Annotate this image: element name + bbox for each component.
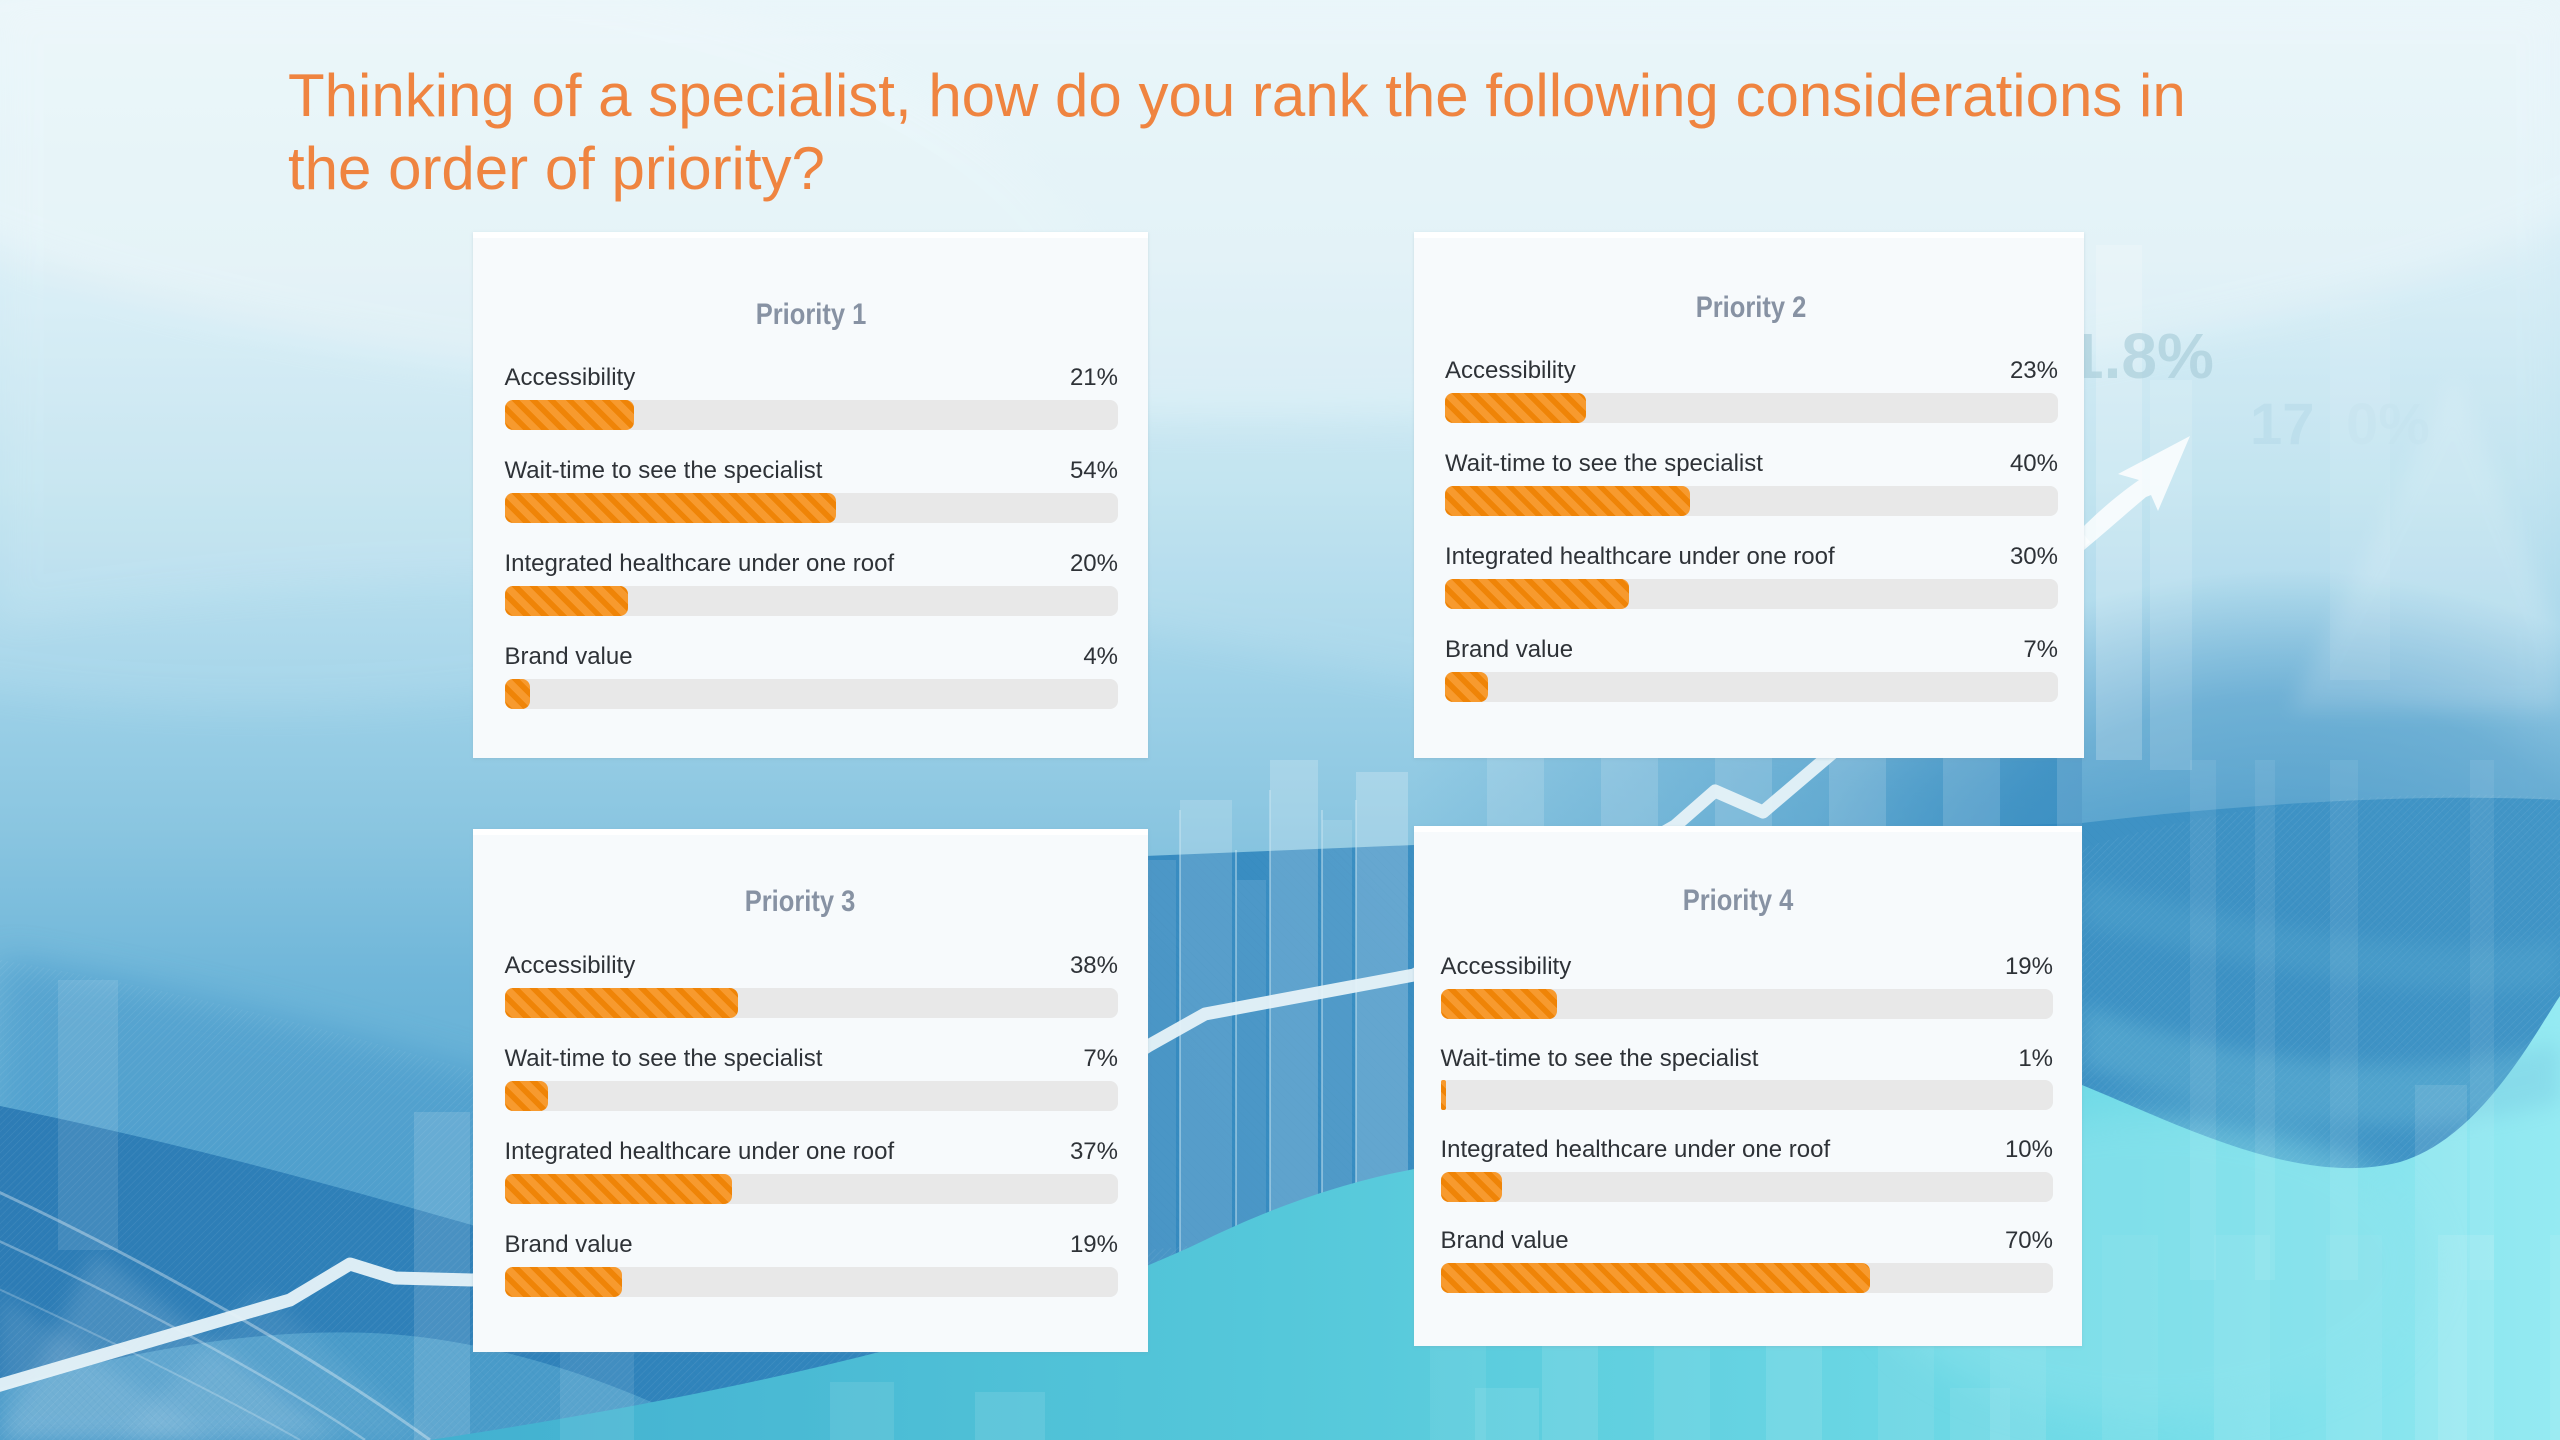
svg-text:0%: 0% (2346, 392, 2430, 457)
svg-text:1.8%: 1.8% (2068, 320, 2214, 392)
svg-text:17: 17 (2250, 392, 2315, 457)
